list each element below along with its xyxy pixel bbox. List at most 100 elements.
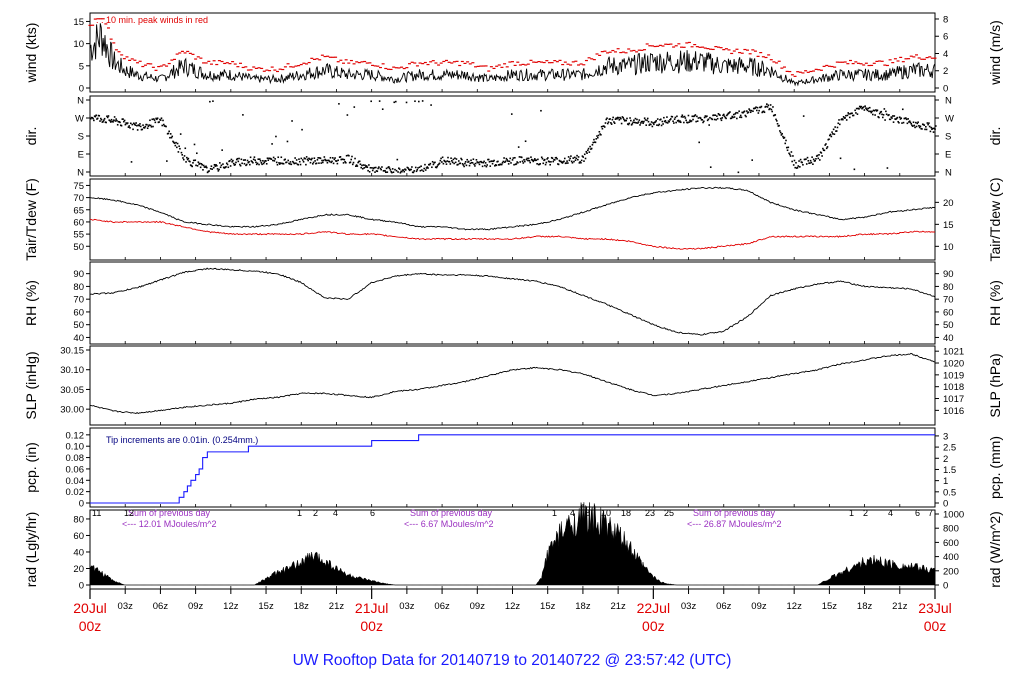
direction-point xyxy=(614,118,617,120)
direction-point xyxy=(540,109,542,112)
direction-point xyxy=(595,138,598,140)
direction-point xyxy=(570,160,573,163)
direction-point xyxy=(393,101,396,104)
direction-point xyxy=(306,158,309,161)
direction-point xyxy=(182,158,185,161)
direction-point xyxy=(870,111,873,114)
direction-point xyxy=(146,123,148,126)
direction-point xyxy=(469,162,472,165)
y-tick-label: 0 xyxy=(79,84,84,95)
direction-point xyxy=(611,118,614,121)
direction-point xyxy=(646,117,649,120)
direction-point xyxy=(169,133,172,135)
direction-point xyxy=(610,122,612,124)
direction-point xyxy=(798,160,800,162)
direction-point xyxy=(242,114,244,116)
direction-point xyxy=(630,119,632,122)
tair-series xyxy=(89,186,936,231)
direction-point xyxy=(633,121,636,124)
direction-point xyxy=(114,120,117,122)
direction-point xyxy=(934,128,936,130)
direction-point xyxy=(869,110,872,113)
direction-point xyxy=(265,160,267,162)
direction-point xyxy=(205,166,208,169)
direction-point xyxy=(864,105,866,107)
direction-point xyxy=(523,158,525,161)
direction-point xyxy=(734,112,737,115)
direction-point xyxy=(780,134,783,136)
direction-point xyxy=(441,161,443,163)
y2-tick-label: 2.5 xyxy=(943,443,956,454)
direction-point xyxy=(486,164,488,166)
y-tick-label: 20 xyxy=(73,564,84,575)
direction-point xyxy=(906,122,909,125)
direction-point xyxy=(158,121,160,123)
hour-mark: 7 xyxy=(928,508,933,518)
direction-point xyxy=(174,144,177,147)
direction-point xyxy=(802,164,804,166)
direction-point xyxy=(256,162,259,165)
direction-point xyxy=(749,111,752,114)
direction-point xyxy=(750,109,753,112)
direction-point xyxy=(260,161,263,164)
direction-point xyxy=(153,119,156,121)
direction-point xyxy=(921,128,923,130)
direction-point xyxy=(885,110,887,113)
direction-point xyxy=(488,160,491,163)
hour-mark: 18 xyxy=(621,508,631,518)
direction-point xyxy=(371,169,374,172)
date-hour-label: 00z xyxy=(79,618,102,634)
x-tick-label: 18z xyxy=(575,601,591,612)
direction-point xyxy=(311,157,313,160)
direction-point xyxy=(855,107,858,110)
direction-point xyxy=(648,124,651,126)
direction-point xyxy=(530,156,532,158)
direction-point xyxy=(690,120,693,122)
direction-point xyxy=(511,159,514,161)
direction-point xyxy=(305,163,307,166)
direction-point xyxy=(778,124,780,127)
y-tick-label: S xyxy=(78,132,84,143)
direction-point xyxy=(213,163,216,166)
tdew-series xyxy=(89,218,935,250)
daily-sum-label: Sum of previous day xyxy=(693,508,776,518)
direction-point xyxy=(211,168,213,170)
direction-point xyxy=(461,163,464,165)
direction-point xyxy=(487,158,490,161)
direction-point xyxy=(622,116,624,119)
direction-point xyxy=(515,163,518,165)
direction-point xyxy=(755,106,757,108)
direction-point xyxy=(168,130,170,133)
direction-point xyxy=(898,116,901,119)
direction-point xyxy=(238,157,240,160)
y-tick-label: 0.10 xyxy=(66,442,85,453)
direction-point xyxy=(683,121,685,124)
direction-point xyxy=(577,158,579,161)
y2-tick-label: 3 xyxy=(943,431,948,442)
direction-point xyxy=(572,157,575,159)
direction-point xyxy=(418,166,421,169)
direction-point xyxy=(584,157,587,160)
direction-point xyxy=(739,114,742,117)
date-label: 21Jul xyxy=(355,600,388,616)
direction-point xyxy=(378,100,381,102)
direction-point xyxy=(763,111,766,114)
direction-point xyxy=(398,167,400,170)
direction-point xyxy=(862,106,865,108)
direction-point xyxy=(187,157,190,160)
direction-point xyxy=(909,121,912,124)
direction-point xyxy=(251,160,253,163)
direction-point xyxy=(141,128,144,131)
panel-frame xyxy=(89,178,936,261)
direction-point xyxy=(779,130,781,132)
direction-point xyxy=(824,144,826,146)
direction-point xyxy=(823,149,826,152)
direction-point xyxy=(524,160,526,163)
direction-point xyxy=(507,160,509,162)
y-tick-label: 70 xyxy=(73,193,84,204)
daily-sum-label: Sum of previous day xyxy=(128,508,211,518)
hour-mark: 6 xyxy=(915,508,920,518)
direction-point xyxy=(720,119,723,122)
direction-point xyxy=(328,159,330,162)
direction-point xyxy=(312,163,314,165)
